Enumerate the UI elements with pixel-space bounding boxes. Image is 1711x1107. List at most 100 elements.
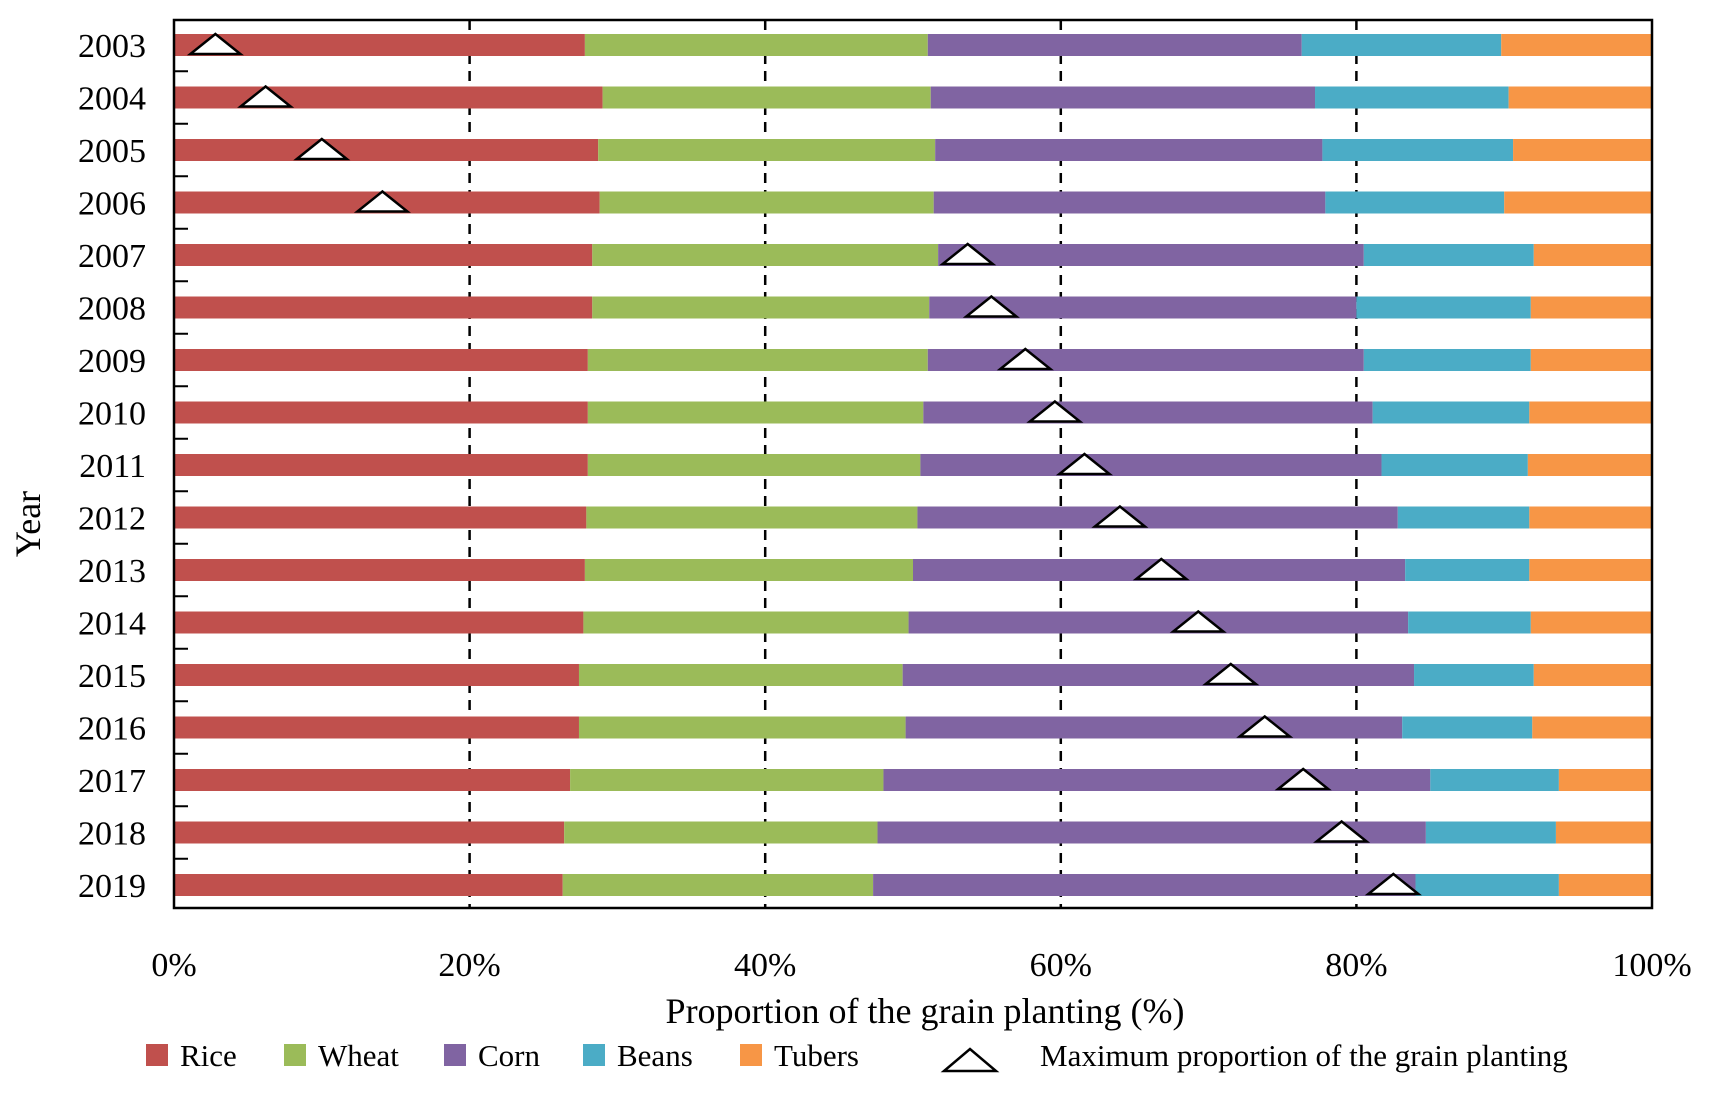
bar-beans-2009 <box>1363 349 1531 371</box>
bar-wheat-2009 <box>587 349 928 371</box>
bar-beans-2015 <box>1414 664 1534 686</box>
bar-beans-2008 <box>1356 296 1531 319</box>
bar-corn-2005 <box>935 139 1323 161</box>
max-marker-2007 <box>939 242 997 266</box>
bar-beans-2013 <box>1405 559 1530 581</box>
year-label-2009: 2009 <box>78 343 146 380</box>
bar-wheat-2013 <box>584 559 913 581</box>
bar-tubers-2012 <box>1529 506 1652 529</box>
bar-corn-2019 <box>873 874 1416 896</box>
bar-wheat-2003 <box>584 34 928 56</box>
legend-label-wheat: Wheat <box>318 1038 399 1073</box>
x-tick-label-40: 40% <box>734 947 796 984</box>
max-marker-2013 <box>1132 557 1190 581</box>
bar-wheat-2015 <box>578 664 903 686</box>
max-marker-2017 <box>1274 767 1332 791</box>
bar-corn-2009 <box>927 349 1364 371</box>
max-marker-2011 <box>1055 452 1114 476</box>
max-marker-2019 <box>1364 872 1422 896</box>
bar-tubers-2016 <box>1532 716 1652 739</box>
bar-tubers-2013 <box>1529 559 1652 581</box>
bar-rice-2007 <box>174 244 593 266</box>
x-tick-label-100: 100% <box>1612 947 1691 984</box>
max-marker-2009 <box>996 347 1054 371</box>
bar-corn-2006 <box>933 191 1326 214</box>
year-label-2008: 2008 <box>78 291 146 328</box>
year-label-2019: 2019 <box>78 868 146 905</box>
legend-label-corn: Corn <box>478 1038 541 1073</box>
bar-beans-2007 <box>1363 244 1534 266</box>
bar-beans-2005 <box>1322 139 1514 161</box>
bar-rice-2018 <box>174 821 565 844</box>
max-marker-2010 <box>1026 399 1084 423</box>
bar-corn-2008 <box>929 296 1357 319</box>
bar-rice-2012 <box>174 506 587 529</box>
legend-label-max-proportion: Maximum proportion of the grain planting <box>1040 1038 1568 1073</box>
bar-rice-2013 <box>174 559 585 581</box>
max-marker-2004 <box>237 84 295 108</box>
bar-tubers-2017 <box>1558 769 1652 791</box>
bar-tubers-2008 <box>1530 296 1652 319</box>
plot-frame <box>172 18 1654 910</box>
bar-wheat-2011 <box>587 454 921 476</box>
x-tick-label-20: 20% <box>438 947 500 984</box>
max-marker-2015 <box>1202 662 1260 686</box>
bar-rice-2017 <box>174 769 571 791</box>
bar-beans-2010 <box>1372 401 1530 424</box>
bar-wheat-2004 <box>602 86 931 109</box>
year-label-2007: 2007 <box>78 238 146 275</box>
bar-corn-2018 <box>877 821 1426 844</box>
bar-beans-2019 <box>1415 874 1559 896</box>
bar-beans-2012 <box>1397 506 1530 529</box>
bar-wheat-2014 <box>583 611 909 634</box>
bar-rice-2014 <box>174 611 584 634</box>
x-tick-label-80: 80% <box>1325 947 1387 984</box>
bar-wheat-2005 <box>598 139 936 161</box>
bar-tubers-2019 <box>1558 874 1652 896</box>
year-label-2003: 2003 <box>78 28 146 65</box>
bar-rice-2015 <box>174 664 579 686</box>
bar-rice-2016 <box>174 716 579 739</box>
bar-wheat-2019 <box>562 874 874 896</box>
bar-corn-2011 <box>920 454 1382 476</box>
bar-rice-2009 <box>174 349 588 371</box>
max-marker-2003 <box>186 32 244 56</box>
y-axis-title: Year <box>8 491 48 557</box>
bar-wheat-2017 <box>570 769 884 791</box>
bar-corn-2016 <box>905 716 1403 739</box>
bar-corn-2012 <box>917 506 1398 529</box>
year-label-2011: 2011 <box>79 448 146 485</box>
bar-corn-2004 <box>930 86 1316 109</box>
max-marker-2014 <box>1169 609 1227 633</box>
bar-rice-2005 <box>174 139 599 161</box>
bar-wheat-2018 <box>564 821 878 844</box>
bar-wheat-2007 <box>592 244 939 266</box>
bar-beans-2016 <box>1402 716 1533 739</box>
year-label-2016: 2016 <box>78 711 146 748</box>
bar-tubers-2003 <box>1501 34 1652 56</box>
bar-tubers-2010 <box>1529 401 1652 424</box>
max-marker-2016 <box>1236 714 1294 738</box>
bar-rice-2008 <box>174 296 593 319</box>
bar-beans-2011 <box>1381 454 1528 476</box>
bar-rice-2010 <box>174 401 588 424</box>
x-tick-label-0: 0% <box>151 947 196 984</box>
bar-tubers-2018 <box>1555 821 1652 844</box>
year-label-2013: 2013 <box>78 553 146 590</box>
legend-label-tubers: Tubers <box>774 1038 859 1073</box>
max-marker-2005 <box>293 137 351 161</box>
x-tick-label-60: 60% <box>1030 947 1092 984</box>
year-label-2010: 2010 <box>78 396 146 433</box>
bar-tubers-2004 <box>1508 86 1652 109</box>
bar-tubers-2011 <box>1527 454 1652 476</box>
year-label-2004: 2004 <box>78 81 146 118</box>
bar-tubers-2009 <box>1530 349 1652 371</box>
max-marker-2012 <box>1091 504 1149 528</box>
max-marker-2006 <box>353 189 411 213</box>
year-label-2018: 2018 <box>78 816 146 853</box>
legend-label-rice: Rice <box>180 1038 237 1073</box>
bar-corn-2014 <box>908 611 1409 634</box>
legend-swatch-beans <box>583 1044 605 1066</box>
bar-rice-2003 <box>174 34 585 56</box>
